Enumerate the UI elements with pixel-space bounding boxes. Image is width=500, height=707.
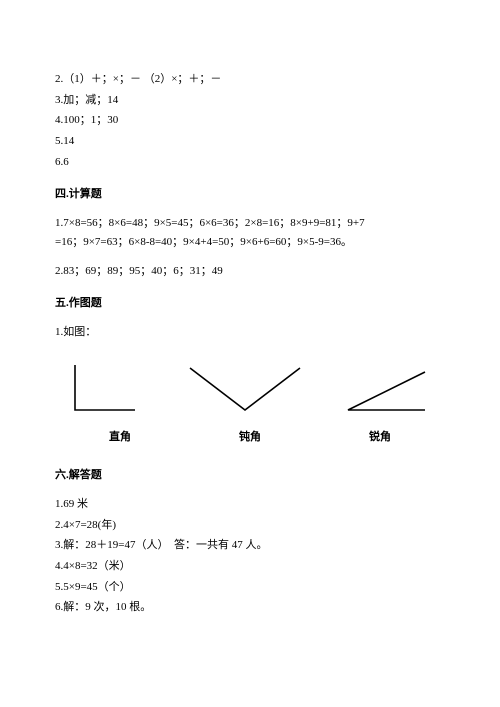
acute-angle-icon bbox=[330, 360, 440, 420]
section-4-problem-1: 1.7×8=56；8×6=48；9×5=45；6×6=36；2×8=16；8×9… bbox=[55, 214, 445, 251]
section-4-problem-1-line-b: =16；9×7=63；6×8-8=40；9×4+4=50；9×6+6=60；9×… bbox=[55, 233, 445, 252]
right-angle-icon bbox=[60, 360, 160, 420]
angle-labels-row: 直角 钝角 锐角 bbox=[55, 428, 445, 447]
answer-line-3: 3.加；减；14 bbox=[55, 91, 445, 110]
section-5-title: 五.作图题 bbox=[55, 294, 445, 313]
section-6-line-4: 4.4×8=32（米） bbox=[55, 557, 445, 576]
answer-line-6: 6.6 bbox=[55, 153, 445, 172]
answer-line-5: 5.14 bbox=[55, 132, 445, 151]
section-4-problem-2: 2.83；69；89；95；40；6；31；49 bbox=[55, 262, 445, 281]
right-angle-label: 直角 bbox=[60, 428, 180, 447]
obtuse-angle-label: 钝角 bbox=[190, 428, 310, 447]
section-6-line-2: 2.4×7=28(年) bbox=[55, 516, 445, 535]
section-5-problem-1: 1.如图： bbox=[55, 323, 445, 342]
section-6-line-5: 5.5×9=45（个） bbox=[55, 578, 445, 597]
section-6-line-1: 1.69 米 bbox=[55, 495, 445, 514]
angle-diagram-row bbox=[55, 360, 445, 420]
answer-line-4: 4.100；1；30 bbox=[55, 111, 445, 130]
section-6-title: 六.解答题 bbox=[55, 466, 445, 485]
acute-angle-label: 锐角 bbox=[320, 428, 440, 447]
section-4-problem-1-line-a: 1.7×8=56；8×6=48；9×5=45；6×6=36；2×8=16；8×9… bbox=[55, 214, 445, 233]
section-6-line-6: 6.解：9 次，10 根。 bbox=[55, 598, 445, 617]
answer-line-2: 2.（1）＋；×；－ （2）×；＋；－ bbox=[55, 70, 445, 89]
section-4-title: 四.计算题 bbox=[55, 185, 445, 204]
section-6-line-3: 3.解：28＋19=47（人） 答：一共有 47 人。 bbox=[55, 536, 445, 555]
obtuse-angle-icon bbox=[180, 360, 310, 420]
